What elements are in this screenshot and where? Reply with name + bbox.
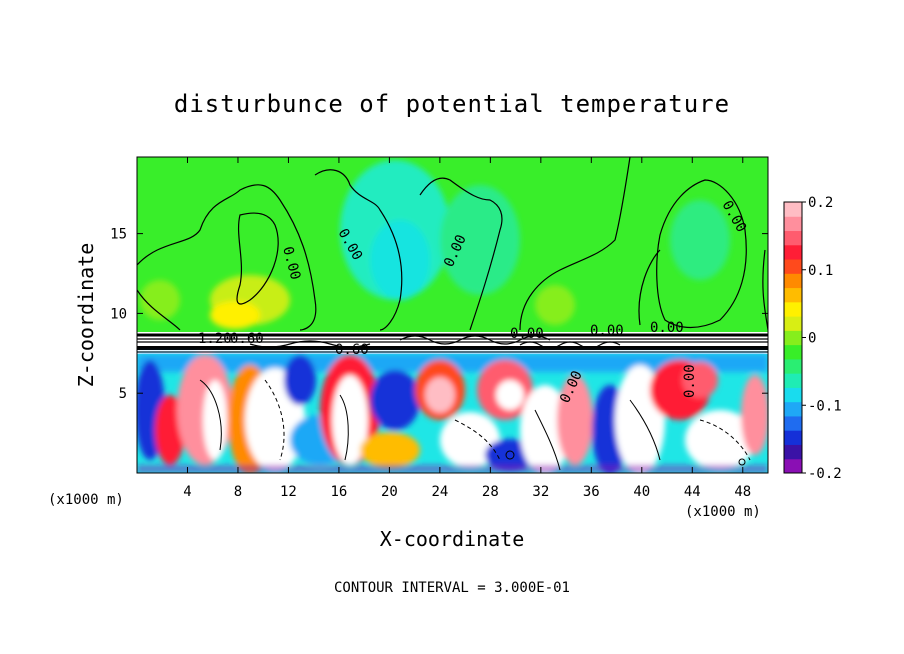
y-tick-label: 5 bbox=[119, 386, 127, 402]
colorbar-swatch bbox=[784, 230, 802, 246]
x-tick-label: 40 bbox=[633, 484, 650, 500]
colorbar-swatch bbox=[784, 344, 802, 360]
lower-contour-lines bbox=[199, 379, 751, 471]
x-tick-label: 12 bbox=[280, 484, 297, 500]
contour-label: 0.00 bbox=[590, 323, 624, 339]
colorbar-tick-label: 0.1 bbox=[808, 263, 833, 279]
contour-label: 0.00 bbox=[510, 326, 544, 342]
contour-label: 0.60 bbox=[335, 342, 369, 358]
chart-title: disturbunce of potential temperature bbox=[174, 90, 730, 118]
colorbar-swatch bbox=[784, 202, 802, 217]
colorbar-swatch bbox=[784, 273, 802, 289]
colorbar-swatch bbox=[784, 287, 802, 303]
contour-label: 0.00 bbox=[650, 320, 684, 336]
colorbar-swatch bbox=[784, 259, 802, 274]
colorbar-swatch bbox=[784, 458, 802, 474]
colorbar-tick-label: -0.2 bbox=[808, 466, 842, 482]
x-tick-label: 36 bbox=[583, 484, 600, 500]
colorbar-swatch bbox=[784, 401, 802, 417]
x-unit-right: (x1000 m) bbox=[685, 504, 761, 520]
y-tick-label: 15 bbox=[110, 227, 127, 243]
colorbar-swatch bbox=[784, 387, 802, 403]
x-axis: 4 8 12 16 20 24 28 32 36 40 44 48 bbox=[183, 157, 751, 500]
colorbar-tick-label: 0 bbox=[808, 331, 816, 347]
x-tick-label: 4 bbox=[183, 484, 191, 500]
upper-field-anomalies bbox=[140, 160, 730, 329]
x-axis-label: X-coordinate bbox=[380, 527, 525, 551]
lower-field-structures bbox=[137, 354, 768, 473]
colorbar-swatch bbox=[784, 444, 802, 460]
contour-label: 1.20 bbox=[198, 331, 232, 347]
contour-lines bbox=[137, 157, 768, 331]
x-tick-label: 24 bbox=[431, 484, 448, 500]
x-tick-label: 28 bbox=[482, 484, 499, 500]
x-tick-label: 44 bbox=[684, 484, 701, 500]
colorbar-swatch bbox=[784, 415, 802, 431]
contour-labels: 1.20 0.60 0.60 0.00 0.00 0.00 0.00 0.00 … bbox=[198, 198, 749, 406]
contour-label: 0.60 bbox=[230, 331, 264, 347]
x-tick-label: 8 bbox=[234, 484, 242, 500]
x-unit-left: (x1000 m) bbox=[48, 492, 124, 508]
plot-frame bbox=[136, 156, 769, 474]
x-tick-label: 16 bbox=[330, 484, 347, 500]
contour-interval-note: CONTOUR INTERVAL = 3.000E-01 bbox=[334, 580, 570, 596]
y-tick-label: 10 bbox=[110, 306, 127, 322]
colorbar-swatch bbox=[784, 330, 802, 346]
y-axis: 5 10 15 bbox=[110, 227, 768, 402]
band-contours bbox=[137, 333, 768, 353]
colorbar-tick-label: 0.2 bbox=[808, 195, 833, 211]
contour-label: 0.00 bbox=[682, 364, 698, 398]
colorbar-tick-label: -0.1 bbox=[808, 398, 842, 414]
colorbar-ticks: 0.2 0.1 0 -0.1 -0.2 bbox=[802, 195, 842, 482]
colorbar-swatch bbox=[784, 373, 802, 388]
colorbar bbox=[783, 201, 803, 474]
x-tick-label: 32 bbox=[532, 484, 549, 500]
y-axis-label: Z-coordinate bbox=[74, 243, 98, 388]
x-tick-label: 20 bbox=[381, 484, 398, 500]
colorbar-swatch bbox=[784, 358, 802, 374]
colorbar-swatch bbox=[784, 430, 802, 445]
colorbar-swatch bbox=[784, 301, 802, 317]
plot-area: 1.20 0.60 0.60 0.00 0.00 0.00 0.00 0.00 … bbox=[136, 156, 769, 474]
colorbar-swatch bbox=[784, 216, 802, 232]
x-tick-label: 48 bbox=[734, 484, 751, 500]
colorbar-swatch bbox=[784, 244, 802, 260]
colorbar-swatch bbox=[784, 316, 802, 331]
